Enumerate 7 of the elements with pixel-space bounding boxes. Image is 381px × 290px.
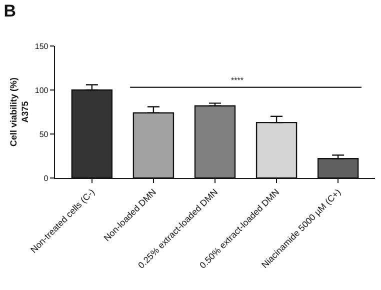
y-axis-title: Cell viability (%) A375 — [8, 77, 30, 147]
chart-title: B — [4, 1, 16, 20]
y-tick-label: 50 — [39, 130, 49, 139]
y-tick-label: 0 — [44, 174, 49, 183]
y-tick-label: 100 — [34, 86, 49, 95]
y-tick-label: 150 — [34, 42, 49, 51]
annotation: **** — [231, 76, 244, 85]
